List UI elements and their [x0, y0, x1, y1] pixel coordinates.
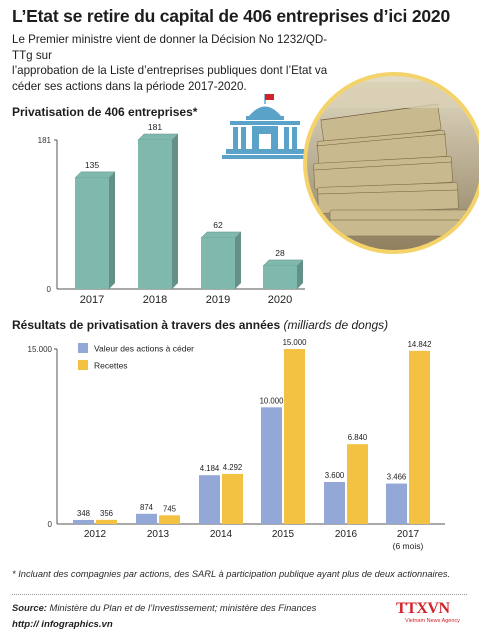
legend-label: Valeur des actions à céder: [94, 344, 194, 354]
bar-value-label: 4.292: [223, 463, 243, 472]
bar: [75, 177, 109, 289]
bar-value-label: 4.184: [200, 464, 220, 473]
x-tick-label: 2018: [143, 294, 167, 306]
intro-line: l’approbation de la Liste d’entreprises …: [12, 64, 328, 77]
bar-value-label: 3.600: [325, 471, 345, 480]
bar-value-label: 135: [85, 160, 99, 170]
x-tick-label: 2020: [268, 294, 292, 306]
bar-value-label: 181: [148, 122, 162, 132]
bar-side: [235, 231, 241, 289]
x-tick-label: 2014: [210, 529, 233, 540]
agency-logo: TTXVN: [396, 600, 450, 617]
bar: [284, 349, 305, 524]
x-tick-label: 2017: [80, 294, 104, 306]
bar-value-label: 28: [275, 248, 285, 258]
legend-label: Recettes: [94, 361, 128, 371]
bar-value-label: 348: [77, 509, 90, 518]
intro-text: Le Premier ministre vient de donner la D…: [12, 32, 342, 94]
bar-value-label: 356: [100, 509, 113, 518]
x-tick-label: 2016: [335, 529, 358, 540]
legend-swatch: [78, 343, 88, 353]
y-tick-label: 15.000: [28, 345, 53, 354]
bar: [73, 519, 94, 524]
source-text: Ministère du Plan et de l’Investissement…: [46, 602, 317, 613]
results-chart-unit: (milliards de dongs): [283, 318, 389, 332]
bar-value-label: 14.842: [408, 340, 432, 349]
site-link[interactable]: http:// infographics.vn: [12, 619, 113, 630]
bar-side: [172, 134, 178, 289]
bar-value-label: 745: [163, 504, 177, 513]
bar-value-label: 6.840: [348, 433, 368, 442]
y-tick-label: 0: [47, 285, 52, 294]
agency-tagline: Vietnam News Agency: [405, 618, 460, 624]
footer-divider: [12, 594, 467, 595]
x-tick-label: 2019: [206, 294, 230, 306]
bar: [324, 482, 345, 524]
bar-side: [297, 259, 303, 289]
x-tick-label: 2015: [272, 529, 295, 540]
bar: [201, 237, 235, 289]
page-title: L’Etat se retire du capital de 406 entre…: [12, 6, 450, 26]
intro-line: céder ses actions dans la période 2017-2…: [12, 79, 247, 93]
y-tick-label: 181: [38, 136, 52, 145]
bar: [347, 444, 368, 524]
bar: [138, 140, 172, 289]
x-tick-sublabel: (6 mois): [393, 541, 424, 551]
bar-side: [109, 171, 115, 289]
source-label: Source:: [12, 602, 47, 613]
bar: [96, 519, 117, 524]
bar-value-label: 10.000: [260, 396, 285, 405]
x-tick-label: 2017: [397, 529, 420, 540]
footnote: * Incluant des compagnies par actions, d…: [12, 569, 451, 579]
bar-value-label: 3.466: [387, 473, 407, 482]
y-tick-label: 0: [48, 520, 53, 529]
bar: [261, 407, 282, 524]
bar-value-label: 15.000: [283, 338, 308, 347]
legend-swatch: [78, 360, 88, 370]
x-tick-label: 2012: [84, 529, 107, 540]
bar: [386, 483, 407, 524]
bar-value-label: 874: [140, 503, 154, 512]
results-chart-title-text: Résultats de privatisation à travers des…: [12, 318, 281, 332]
privatisation-chart-title: Privatisation de 406 entreprises*: [12, 105, 198, 119]
bar: [136, 513, 157, 524]
bar: [222, 473, 243, 524]
intro-line: Le Premier ministre vient de donner la D…: [12, 33, 328, 62]
bar: [199, 475, 220, 524]
bar: [263, 265, 297, 289]
bar-value-label: 62: [213, 220, 223, 230]
results-chart-title: Résultats de privatisation à travers des…: [12, 318, 388, 332]
bar: [159, 515, 180, 524]
bar: [409, 350, 430, 524]
x-tick-label: 2013: [147, 529, 170, 540]
source-line: Source: Ministère du Plan et de l’Invest…: [12, 602, 372, 613]
